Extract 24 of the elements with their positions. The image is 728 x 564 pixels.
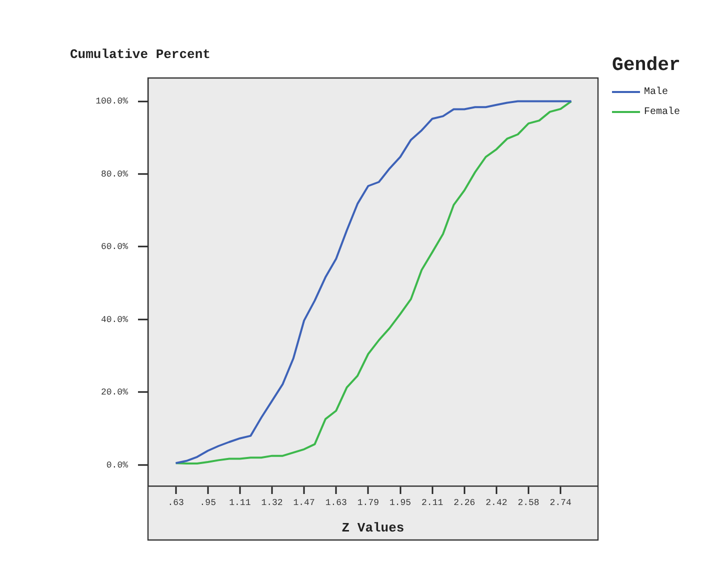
- y-axis-title: Cumulative Percent: [70, 47, 210, 62]
- x-tick-label: .95: [200, 498, 216, 508]
- x-tick-label: 1.11: [229, 498, 251, 508]
- x-tick-label: 2.11: [422, 498, 444, 508]
- x-tick-label: 1.95: [389, 498, 412, 508]
- y-tick-label: 20.0%: [100, 388, 129, 398]
- x-tick-label: .63: [168, 498, 184, 508]
- y-tick-label: 40.0%: [100, 314, 129, 325]
- legend-label: Female: [644, 106, 680, 118]
- y-tick-label: 60.0%: [100, 242, 129, 252]
- x-tick-label: 2.58: [518, 498, 540, 508]
- x-axis-title: Z Values: [342, 520, 404, 536]
- legend-title: Gender: [612, 54, 680, 76]
- x-tick-label: 2.42: [486, 498, 508, 508]
- x-tick-label: 1.32: [261, 498, 283, 508]
- y-tick-label: 80.0%: [100, 169, 129, 180]
- x-tick-label: 2.74: [550, 498, 572, 508]
- legend-label: Male: [644, 86, 668, 98]
- x-tick-label: 1.47: [293, 498, 315, 508]
- y-tick-label: 100.0%: [96, 96, 129, 107]
- x-tick-label: 2.26: [454, 498, 476, 508]
- x-tick-label: 1.79: [357, 498, 379, 508]
- x-tick-label: 1.63: [325, 498, 347, 508]
- y-tick-label: 0.0%: [106, 460, 129, 470]
